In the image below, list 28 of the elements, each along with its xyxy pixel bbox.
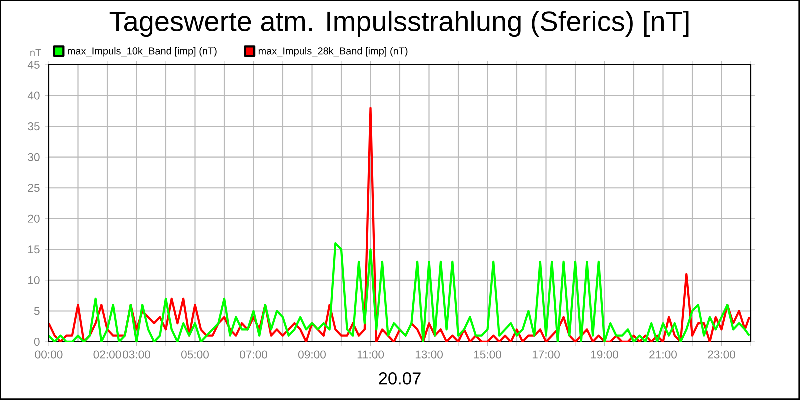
y-tick-label: 35 [28, 122, 40, 131]
y-tick-label: 30 [28, 153, 40, 162]
x-tick-label: 09:00 [298, 350, 326, 359]
x-tick-label: 02:00 [94, 350, 122, 359]
x-tick-label: 00:00 [35, 350, 63, 359]
y-axis-title: nT [30, 49, 42, 56]
x-tick-label: 23:00 [708, 350, 736, 359]
legend-label: max_Impuls_10k_Band [imp] (nT) [68, 47, 217, 57]
legend-label: max_Impuls_28k_Band [imp] (nT) [258, 47, 408, 57]
x-axis-title: 20.07 [379, 372, 421, 385]
y-tick-label: 0 [34, 338, 40, 346]
chart-title: Tageswerte atm. Impulsstrahlung (Sferics) [nT] [110, 10, 689, 38]
y-tick-label: 10 [28, 276, 40, 284]
y-tick-label: 40 [28, 92, 40, 100]
x-tick-label: 17:00 [532, 350, 560, 359]
x-tick-label: 21:00 [650, 350, 677, 359]
y-tick-label: 15 [28, 246, 40, 254]
x-tick-label: 11:00 [358, 350, 384, 359]
y-tick-label: 25 [28, 184, 40, 192]
x-tick-label: 07:00 [240, 350, 268, 359]
x-tick-label: 05:00 [182, 350, 209, 359]
y-tick-label: 45 [28, 61, 40, 69]
x-tick-label: 03:00 [123, 350, 150, 359]
x-tick-label: 15:00 [474, 350, 502, 359]
y-tick-label: 5 [34, 307, 40, 316]
x-tick-label: 13:00 [416, 350, 443, 359]
y-tick-label: 20 [28, 214, 40, 223]
x-tick-label: 19:00 [591, 350, 618, 359]
